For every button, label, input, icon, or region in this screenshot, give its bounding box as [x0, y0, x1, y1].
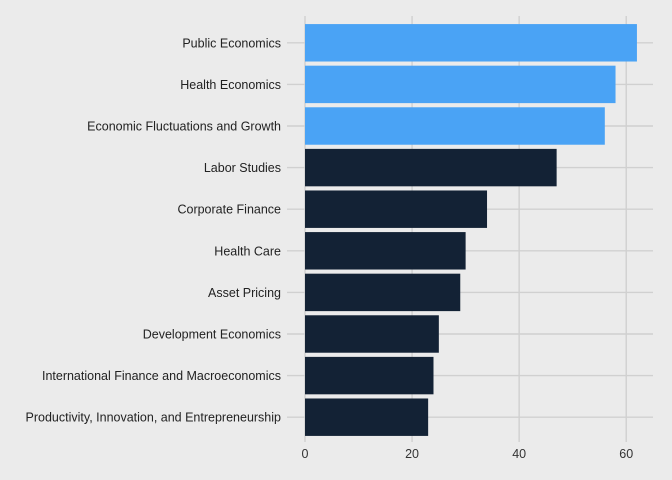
bar	[305, 148, 557, 187]
category-label: International Finance and Macroeconomics	[42, 369, 281, 383]
bar	[305, 315, 439, 353]
x-tick-label: 0	[302, 447, 309, 461]
category-label: Corporate Finance	[177, 203, 281, 217]
x-tick-label: 20	[405, 447, 419, 461]
bar	[305, 232, 466, 270]
category-label: Asset Pricing	[208, 286, 281, 300]
category-label: Development Economics	[143, 328, 281, 342]
category-label: Public Economics	[182, 36, 281, 50]
category-label: Economic Fluctuations and Growth	[87, 120, 281, 134]
x-tick-label: 60	[619, 447, 633, 461]
bars	[305, 24, 637, 436]
bar	[305, 65, 616, 104]
category-label: Productivity, Innovation, and Entreprene…	[26, 411, 282, 425]
category-labels: Public Economics Health Economics Economic…	[26, 36, 282, 424]
category-label: Health Economics	[180, 78, 281, 92]
bar	[305, 24, 637, 62]
bar	[305, 356, 434, 395]
x-tick-labels: 0 20 40 60	[302, 447, 634, 461]
bar	[305, 398, 429, 436]
bar	[305, 273, 461, 312]
category-label: Health Care	[214, 244, 281, 258]
bar	[305, 190, 488, 228]
x-tick-label: 40	[512, 447, 526, 461]
bar	[305, 107, 605, 145]
category-label: Labor Studies	[204, 161, 281, 175]
